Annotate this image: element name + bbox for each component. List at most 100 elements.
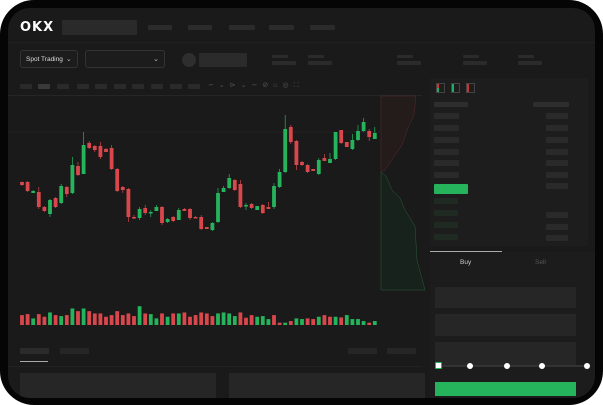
divider [8, 42, 595, 43]
timeframe-button[interactable] [132, 84, 144, 89]
volume-bar [104, 316, 108, 325]
camera-icon[interactable]: ⌂ [273, 82, 283, 89]
timeframe-button[interactable] [57, 84, 69, 89]
timeframe-button[interactable] [114, 84, 126, 89]
ask-row-size [546, 125, 568, 131]
buy-button[interactable] [435, 382, 576, 396]
timeframe-button[interactable] [38, 84, 50, 89]
orderbook-both-icon[interactable] [436, 83, 445, 93]
slider-stop[interactable] [467, 363, 473, 369]
fullscreen-icon[interactable]: ⛶ [293, 82, 304, 89]
bid-row-price [434, 222, 458, 228]
volume-bar [36, 314, 41, 325]
volume-bar [316, 316, 321, 325]
volume-bar [92, 313, 97, 325]
coin-icon [182, 53, 196, 67]
timeframe-button[interactable] [188, 84, 200, 89]
tab-sell[interactable]: Sell [535, 259, 546, 266]
pair-selector[interactable]: ⌄ [85, 50, 165, 68]
candle-body [249, 204, 254, 208]
volume-bar [311, 319, 316, 325]
indicator-icon[interactable]: ∽⌄ [208, 82, 230, 89]
candle-body [137, 209, 142, 218]
timeframe-button[interactable] [95, 84, 107, 89]
volume-bar [182, 312, 187, 325]
okx-logo[interactable]: OKX [20, 20, 55, 35]
timeframe-button[interactable] [151, 84, 163, 89]
order-book-header [434, 102, 468, 107]
volume-bar [227, 313, 232, 325]
ask-row-price [434, 160, 459, 166]
candle-body [48, 200, 52, 214]
volume-bar [154, 318, 159, 325]
volume-bar [350, 319, 355, 325]
orderbook-bids-icon[interactable] [451, 83, 460, 93]
volume-bar [283, 322, 288, 325]
market-selector[interactable]: Spot Trading ⌄ [20, 50, 78, 68]
tab-buy[interactable]: Buy [460, 259, 472, 266]
volume-bar [300, 319, 304, 325]
candlestick-chart[interactable] [8, 8, 595, 398]
chevron-down-icon: ⌄ [153, 56, 159, 63]
candle-body [115, 169, 120, 191]
nav-item[interactable] [269, 25, 294, 30]
slider-stop[interactable] [504, 363, 510, 369]
ruler-icon[interactable]: ⊘ [262, 82, 274, 89]
volume-bar [76, 311, 80, 325]
timeframe-button[interactable] [170, 84, 182, 89]
candle-body [339, 130, 344, 143]
candle-body [176, 210, 181, 220]
tab-order-history[interactable] [60, 348, 89, 354]
buy-tab-underline [430, 251, 502, 252]
candle-body [344, 142, 349, 147]
candle-body [154, 207, 159, 211]
candle-body [232, 180, 237, 190]
bid-row-price [434, 198, 458, 204]
settings-icon[interactable]: ◎ [282, 82, 294, 89]
divider [8, 95, 422, 96]
candle-body [143, 208, 148, 213]
candle-body [294, 141, 299, 165]
candle-body [283, 129, 288, 172]
volume-bar [109, 315, 114, 325]
ask-row-size [546, 149, 568, 155]
line-icon[interactable]: ∼ [251, 82, 263, 89]
timeframe-button[interactable] [77, 84, 89, 89]
slider-stop[interactable] [584, 363, 590, 369]
amount-input[interactable] [435, 314, 576, 336]
volume-bar [115, 311, 120, 325]
slider-stop[interactable] [539, 363, 545, 369]
ask-row-price [434, 172, 459, 178]
ask-row-size [546, 113, 568, 119]
price-input[interactable] [435, 287, 576, 308]
candle-body [193, 217, 198, 219]
chevron-down-icon: ⌄ [65, 56, 72, 63]
volume-bar [165, 316, 170, 325]
nav-item[interactable] [188, 25, 212, 30]
timeframe-button[interactable] [20, 84, 32, 89]
amount-slider[interactable] [435, 362, 590, 369]
candle-body [25, 182, 30, 191]
draw-icon[interactable]: ⊳⌄ [229, 82, 252, 89]
volume-bar [322, 315, 327, 325]
search-bar[interactable] [62, 20, 137, 35]
candle-body [120, 187, 125, 190]
order-book-view-icons [436, 83, 475, 93]
candle-body [210, 223, 215, 230]
total-input[interactable] [435, 342, 576, 365]
candle-body [350, 140, 355, 149]
orderbook-asks-icon[interactable] [466, 83, 475, 93]
nav-item[interactable] [310, 25, 335, 30]
candle-body [98, 146, 103, 157]
volume-bar [120, 315, 125, 325]
candle-body [322, 158, 327, 161]
candle-body [356, 131, 360, 140]
nav-item[interactable] [148, 25, 172, 30]
tab-open-orders[interactable] [20, 348, 49, 354]
filter-button[interactable] [387, 348, 416, 354]
slider-handle[interactable] [435, 362, 442, 369]
candle-body [333, 132, 338, 159]
candle-body [316, 160, 321, 174]
filter-button[interactable] [348, 348, 377, 354]
nav-item[interactable] [229, 25, 255, 30]
